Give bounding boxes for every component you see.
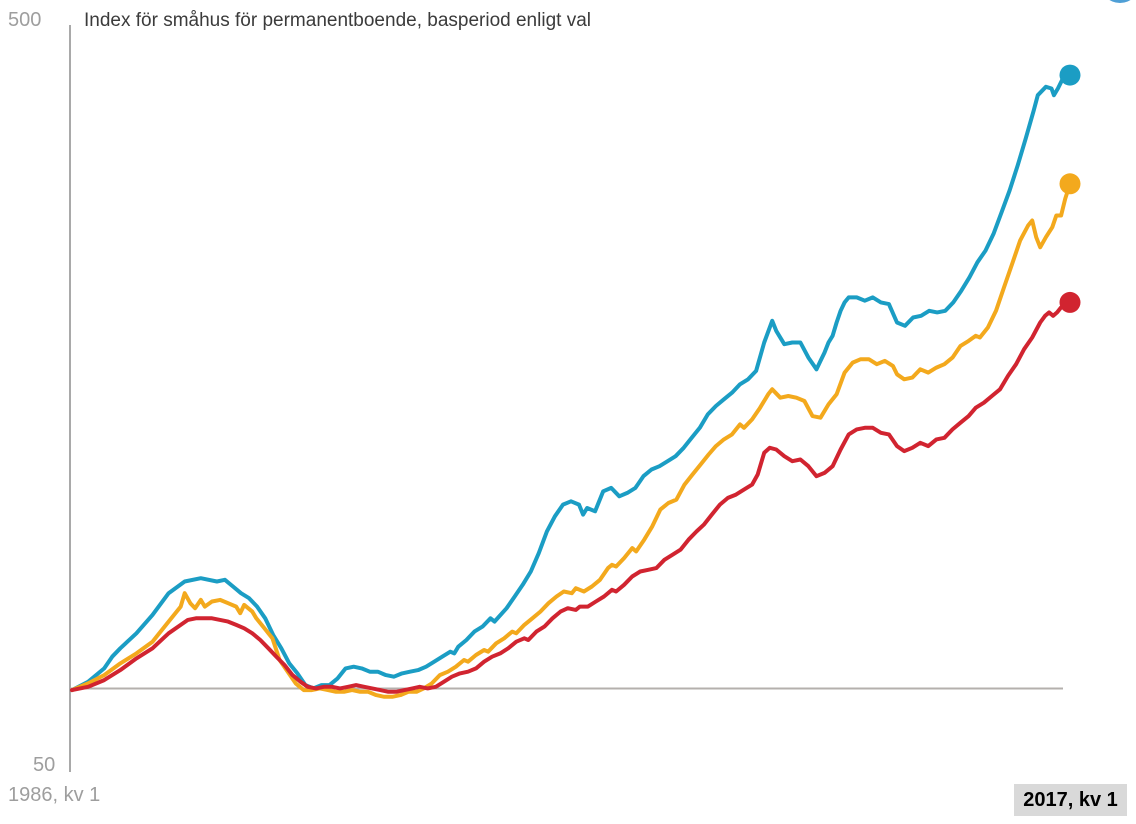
blue-series-endpoint-dot[interactable] xyxy=(1059,64,1081,86)
series-group xyxy=(70,64,1081,699)
chart-title: Index för småhus för permanentboende, ba… xyxy=(84,10,591,31)
y-axis-max-label: 500 xyxy=(8,9,42,31)
red-series-endpoint-dot[interactable] xyxy=(1059,291,1081,313)
yellow-series-line[interactable] xyxy=(70,181,1072,699)
y-axis-min-label: 50 xyxy=(33,754,56,776)
yellow-series-endpoint-dot[interactable] xyxy=(1059,173,1081,195)
red-series-line[interactable] xyxy=(70,300,1072,694)
partial-circle-icon xyxy=(1100,0,1136,3)
x-axis-end-badge[interactable]: 2017, kv 1 xyxy=(1014,784,1127,816)
blue-series-line[interactable] xyxy=(70,73,1072,693)
x-axis-start-label: 1986, kv 1 xyxy=(8,784,101,806)
